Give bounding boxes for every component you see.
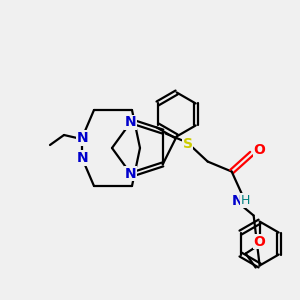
Text: N: N bbox=[232, 194, 244, 208]
Text: N: N bbox=[77, 131, 89, 145]
Text: O: O bbox=[254, 235, 266, 248]
Text: N: N bbox=[77, 151, 89, 165]
Text: N: N bbox=[124, 116, 136, 129]
Text: H: H bbox=[241, 194, 250, 207]
Text: N: N bbox=[124, 167, 136, 181]
Text: O: O bbox=[254, 142, 266, 157]
Text: S: S bbox=[183, 136, 193, 151]
